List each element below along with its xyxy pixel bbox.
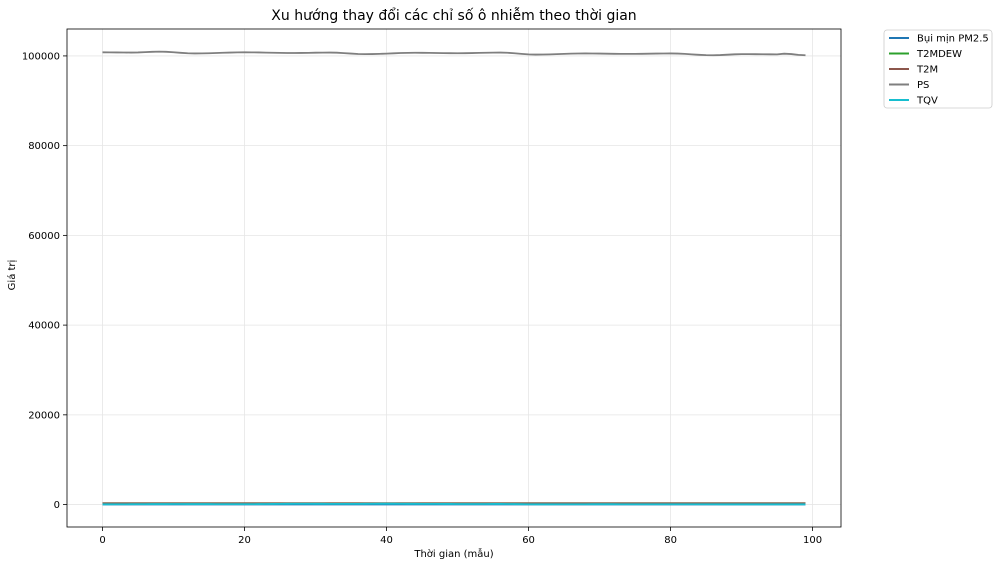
series-line-tqv xyxy=(102,502,806,506)
x-tick-label: 20 xyxy=(238,535,251,546)
x-axis-label: Thời gian (mẫu) xyxy=(413,547,493,560)
y-tick-label: 40000 xyxy=(28,321,60,332)
y-axis-label: Giá trị xyxy=(6,260,18,291)
legend-label-t2m: T2M xyxy=(916,65,938,76)
legend-label-tqv: TQV xyxy=(916,96,938,107)
plot-series xyxy=(102,50,806,506)
series-line-ps xyxy=(102,50,806,57)
y-tick-label: 80000 xyxy=(28,141,60,152)
grid xyxy=(67,29,841,527)
legend-items: Bụi mịn PM2.5 T2MDEW T2M PS TQV xyxy=(889,34,989,107)
y-tick-label: 100000 xyxy=(22,51,60,62)
x-tick-label: 0 xyxy=(99,535,105,546)
y-tick-label: 20000 xyxy=(28,410,60,421)
legend-label-b-i-m-n-pm2-5: Bụi mịn PM2.5 xyxy=(917,34,989,45)
legend: Bụi mịn PM2.5 T2MDEW T2M PS TQV xyxy=(883,29,993,109)
x-tick-label: 40 xyxy=(380,535,393,546)
plot-frame xyxy=(66,28,842,528)
legend-frame xyxy=(883,29,993,109)
legend-label-ps: PS xyxy=(917,80,929,91)
chart-title: Xu hướng thay đổi các chỉ số ô nhiễm the… xyxy=(271,7,636,24)
y-tick-label: 60000 xyxy=(28,231,60,242)
x-tick-label: 100 xyxy=(803,535,822,546)
x-ticks: 0 20 40 60 80 100 xyxy=(99,527,822,546)
legend-label-t2mdew: T2MDEW xyxy=(916,49,962,60)
x-tick-label: 60 xyxy=(522,535,535,546)
x-tick-label: 80 xyxy=(664,535,677,546)
y-tick-label: 0 xyxy=(54,500,60,511)
y-ticks: 0 20000 40000 60000 80000 100000 xyxy=(22,51,67,511)
